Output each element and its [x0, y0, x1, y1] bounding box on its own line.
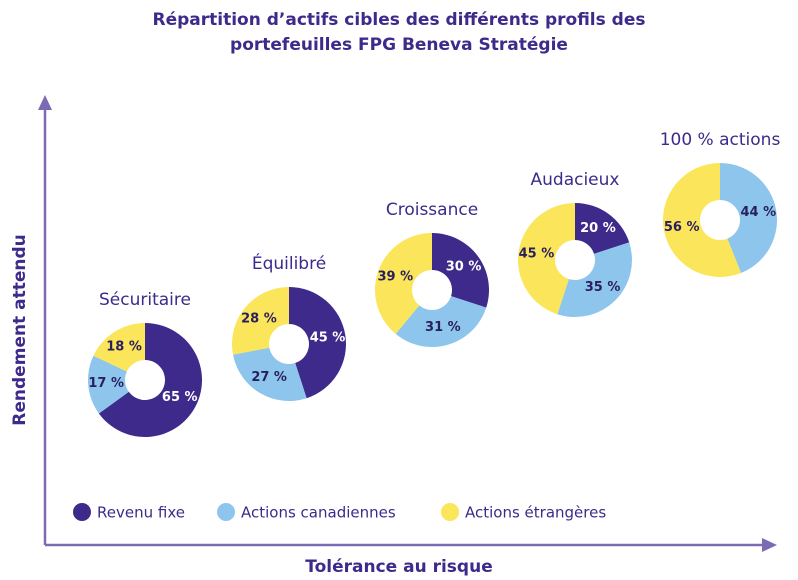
data-label: 65 % [162, 390, 198, 405]
legend-label: Actions canadiennes [241, 504, 396, 522]
data-label: 27 % [251, 370, 287, 385]
data-label: 39 % [377, 269, 413, 284]
legend-swatch [441, 503, 459, 521]
data-label: 35 % [585, 280, 621, 295]
y-axis-arrow [38, 95, 52, 110]
donut-segment [662, 163, 741, 277]
data-label: 30 % [446, 260, 482, 275]
data-label: 20 % [580, 221, 616, 236]
data-label: 45 % [310, 330, 346, 345]
donut-segment [98, 323, 202, 437]
category-label: Croissance [386, 200, 478, 220]
legend-label: Revenu fixe [97, 504, 185, 522]
data-label: 28 % [241, 312, 277, 327]
y-axis-label: Rendement attendu [10, 234, 30, 425]
category-label: Équilibré [252, 252, 326, 274]
legend-swatch [217, 503, 235, 521]
donut-segment [575, 203, 630, 254]
category-label: Audacieux [531, 170, 620, 190]
donut-segment [720, 163, 777, 273]
donut-segment [88, 355, 129, 414]
x-axis-label: Tolérance au risque [305, 557, 492, 577]
data-label: 44 % [740, 205, 776, 220]
donut-segment [432, 233, 490, 308]
data-label: 17 % [88, 376, 124, 391]
donut-segment [93, 323, 145, 372]
data-label: 31 % [425, 320, 461, 335]
donut-segment [232, 287, 289, 355]
legend-label: Actions étrangères [465, 504, 606, 522]
category-label: Sécuritaire [99, 290, 191, 310]
donut-segment [233, 347, 307, 402]
donut-segment [557, 242, 632, 317]
chart-title: Répartition d’actifs cibles des différen… [152, 10, 646, 55]
donut-segment [375, 233, 432, 334]
category-label: 100 % actions [660, 130, 781, 150]
x-axis-arrow [762, 538, 777, 552]
donut-segment [289, 287, 347, 399]
data-label: 56 % [664, 220, 700, 235]
donut-segment [395, 296, 487, 347]
legend-swatch [73, 503, 91, 521]
donut-segment [518, 203, 575, 315]
data-label: 45 % [519, 246, 555, 261]
data-label: 18 % [106, 340, 142, 355]
